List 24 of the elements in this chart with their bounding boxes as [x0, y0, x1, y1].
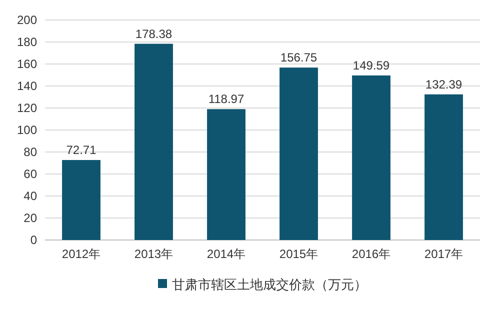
x-tick-label: 2015年	[279, 247, 318, 261]
x-tick-label: 2017年	[424, 247, 464, 261]
y-tick-label: 180	[16, 35, 38, 49]
y-tick-label: 120	[16, 101, 38, 115]
y-tick-label: 20	[24, 211, 38, 225]
x-tick-label: 2013年	[134, 247, 174, 261]
x-tick-label: 2016年	[352, 247, 391, 261]
data-label: 132.39	[425, 77, 462, 92]
y-tick-label: 100	[16, 123, 38, 137]
y-tick-label: 160	[16, 57, 38, 71]
data-label: 156.75	[280, 50, 318, 65]
data-label: 118.97	[208, 92, 244, 106]
x-tick-label: 2012年	[62, 247, 101, 261]
y-tick-label: 200	[16, 13, 38, 27]
x-tick-label: 2014年	[206, 247, 246, 261]
y-tick-label: 0	[30, 233, 38, 247]
data-label: 72.71	[66, 143, 97, 158]
data-label: 178.38	[135, 26, 172, 41]
y-tick-label: 40	[24, 189, 38, 203]
y-tick-label: 80	[24, 145, 38, 159]
legend: 甘肃市辖区土地成交价款（万元）	[158, 277, 367, 292]
y-tick-label: 140	[16, 79, 38, 93]
data-label: 149.59	[352, 58, 390, 72]
y-tick-label: 60	[24, 167, 38, 181]
